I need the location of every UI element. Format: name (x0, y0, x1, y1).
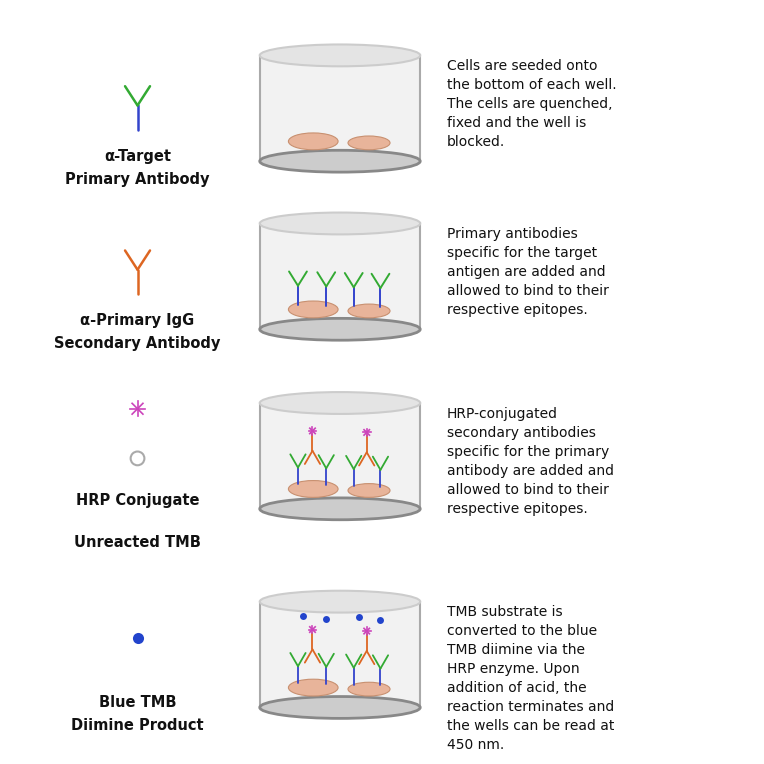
Text: Secondary Antibody: Secondary Antibody (54, 336, 221, 351)
Text: TMB substrate is
converted to the blue
TMB diimine via the
HRP enzyme. Upon
addi: TMB substrate is converted to the blue T… (447, 605, 614, 752)
Text: α-Target: α-Target (104, 149, 171, 164)
Polygon shape (260, 403, 420, 509)
Ellipse shape (289, 133, 338, 150)
Ellipse shape (348, 484, 390, 497)
Polygon shape (260, 223, 420, 329)
Ellipse shape (289, 481, 338, 497)
Ellipse shape (260, 591, 420, 613)
Ellipse shape (260, 319, 420, 340)
Text: Primary Antibody: Primary Antibody (65, 172, 210, 187)
Ellipse shape (289, 301, 338, 318)
Polygon shape (260, 55, 420, 161)
Text: Diimine Product: Diimine Product (71, 718, 204, 733)
Text: Cells are seeded onto
the bottom of each well.
The cells are quenched,
fixed and: Cells are seeded onto the bottom of each… (447, 60, 617, 149)
Ellipse shape (260, 151, 420, 172)
Text: Unreacted TMB: Unreacted TMB (74, 535, 201, 550)
Text: Primary antibodies
specific for the target
antigen are added and
allowed to bind: Primary antibodies specific for the targ… (447, 227, 609, 317)
Ellipse shape (348, 682, 390, 696)
Ellipse shape (348, 304, 390, 318)
Ellipse shape (289, 679, 338, 696)
Ellipse shape (260, 498, 420, 520)
Polygon shape (260, 602, 420, 707)
Text: HRP Conjugate: HRP Conjugate (76, 493, 199, 508)
Ellipse shape (348, 136, 390, 150)
Ellipse shape (260, 212, 420, 235)
Text: Blue TMB: Blue TMB (99, 695, 176, 711)
Ellipse shape (260, 697, 420, 718)
Text: α-Primary IgG: α-Primary IgG (80, 313, 195, 329)
Ellipse shape (260, 392, 420, 414)
Text: HRP-conjugated
secondary antibodies
specific for the primary
antibody are added : HRP-conjugated secondary antibodies spec… (447, 406, 614, 516)
Ellipse shape (260, 44, 420, 66)
